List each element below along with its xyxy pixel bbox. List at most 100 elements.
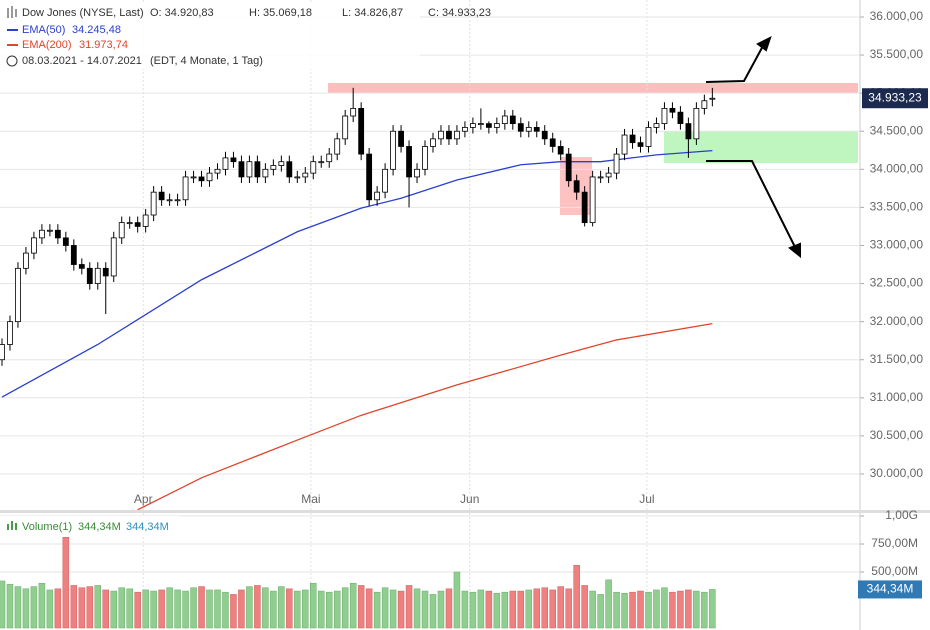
ohlc-label: O: 34.920,83: [150, 7, 214, 19]
candle-body: [549, 138, 556, 147]
volume-bar: [373, 591, 381, 629]
volume-bar: [485, 590, 493, 629]
volume-bar: [405, 585, 413, 629]
panel-separator: [0, 510, 930, 513]
resistance-band: [328, 83, 858, 93]
candle-body: [661, 107, 668, 125]
volume-bar: [94, 585, 102, 629]
y-tick-label: 34.000,00: [870, 161, 924, 175]
volume-bar: [613, 591, 620, 629]
candle-body: [669, 107, 676, 113]
volume-bar: [6, 584, 14, 629]
candle-body: [174, 199, 181, 202]
candle-body: [158, 191, 165, 201]
candle-body: [589, 176, 596, 224]
ohlc-label: C: 34.933,23: [428, 7, 491, 19]
volume-icon: [7, 521, 17, 530]
candle-body: [302, 172, 309, 178]
volume-bar: [389, 589, 397, 629]
candle-body: [230, 157, 237, 163]
candle-body: [637, 142, 644, 147]
candle-body: [310, 161, 317, 174]
period-note: (EDT, 4 Monate, 1 Tag): [150, 55, 263, 67]
volume-bar: [701, 591, 708, 629]
volume-bar: [621, 593, 628, 629]
candle-body: [485, 123, 492, 128]
candle-body: [581, 191, 588, 224]
candle-body: [390, 130, 396, 170]
volume-bar: [78, 587, 86, 629]
volume-bar: [14, 586, 22, 629]
volume-bar: [693, 590, 700, 629]
candle-body: [613, 153, 620, 174]
candle-body: [23, 252, 29, 269]
x-tick-label: Mai: [301, 492, 320, 506]
y-tick-label: 33.500,00: [870, 200, 924, 214]
candle-body: [677, 111, 684, 125]
candle-body: [286, 161, 293, 178]
legend-label: EMA(200): [22, 39, 72, 51]
candle-body: [541, 130, 548, 140]
last-price-box: [862, 88, 928, 109]
candle-body: [334, 138, 341, 155]
volume-bar: [294, 590, 301, 629]
ema-line: [137, 323, 713, 511]
last-price-label: 34.933,23: [868, 90, 922, 104]
candle-body: [7, 321, 13, 345]
volume-bar: [86, 586, 94, 629]
y-tick-label: 30.000,00: [870, 466, 924, 480]
volume-bar: [22, 588, 30, 629]
volume-bar: [637, 590, 644, 629]
y-tick-label: 36.000,00: [870, 9, 924, 23]
period: 08.03.2021 - 14.07.2021: [22, 55, 142, 67]
candle-body: [422, 146, 428, 170]
candle-body: [270, 165, 277, 170]
volume-bar: [246, 586, 253, 629]
volume-bar: [158, 589, 165, 629]
candle-body: [446, 130, 452, 140]
candle-body: [238, 161, 245, 178]
legend-value: 34.245,48: [72, 24, 121, 36]
volume-bar: [198, 586, 205, 629]
candle-body: [0, 344, 5, 361]
y-tick-label: 750,00M: [871, 536, 918, 550]
candle-body: [350, 107, 357, 117]
volume-bar: [677, 590, 684, 629]
volume-bar: [318, 590, 325, 629]
volume-bar: [102, 589, 110, 629]
candle-body: [374, 191, 381, 201]
volume-bar: [365, 588, 373, 629]
volume-bar: [286, 588, 293, 629]
candle-body: [46, 229, 53, 232]
y-tick-label: 30.500,00: [870, 428, 924, 442]
candle-body: [454, 130, 460, 140]
candle-body: [118, 222, 125, 239]
volume-bar: [541, 587, 548, 629]
volume-bar: [517, 590, 525, 629]
volume-bar: [333, 590, 341, 629]
volume-bar: [230, 594, 237, 629]
y-tick-label: 31.000,00: [870, 390, 924, 404]
ema-line: [1, 149, 713, 398]
candle-body: [166, 199, 173, 202]
candle-body: [342, 115, 349, 140]
volume-bar: [30, 586, 38, 629]
volume-bar: [629, 591, 636, 629]
volume-bar: [509, 590, 517, 629]
legend-label: EMA(50): [22, 24, 65, 36]
volume-legend-value: 344,34M: [126, 521, 169, 533]
candle-body: [142, 214, 149, 227]
volume-bar: [238, 589, 245, 629]
candle-body: [198, 176, 205, 182]
volume-bar: [182, 590, 189, 629]
volume-bar: [493, 593, 501, 629]
candle-body: [701, 100, 708, 109]
candle-body: [382, 168, 389, 193]
volume-bar: [134, 591, 141, 629]
candle-body: [533, 127, 540, 132]
y-tick-label: 33.000,00: [870, 238, 924, 252]
volume-bar: [429, 594, 437, 629]
last-volume-label: 344,34M: [867, 582, 914, 596]
arrow-head: [788, 242, 801, 259]
x-tick-label: Jun: [460, 492, 479, 506]
